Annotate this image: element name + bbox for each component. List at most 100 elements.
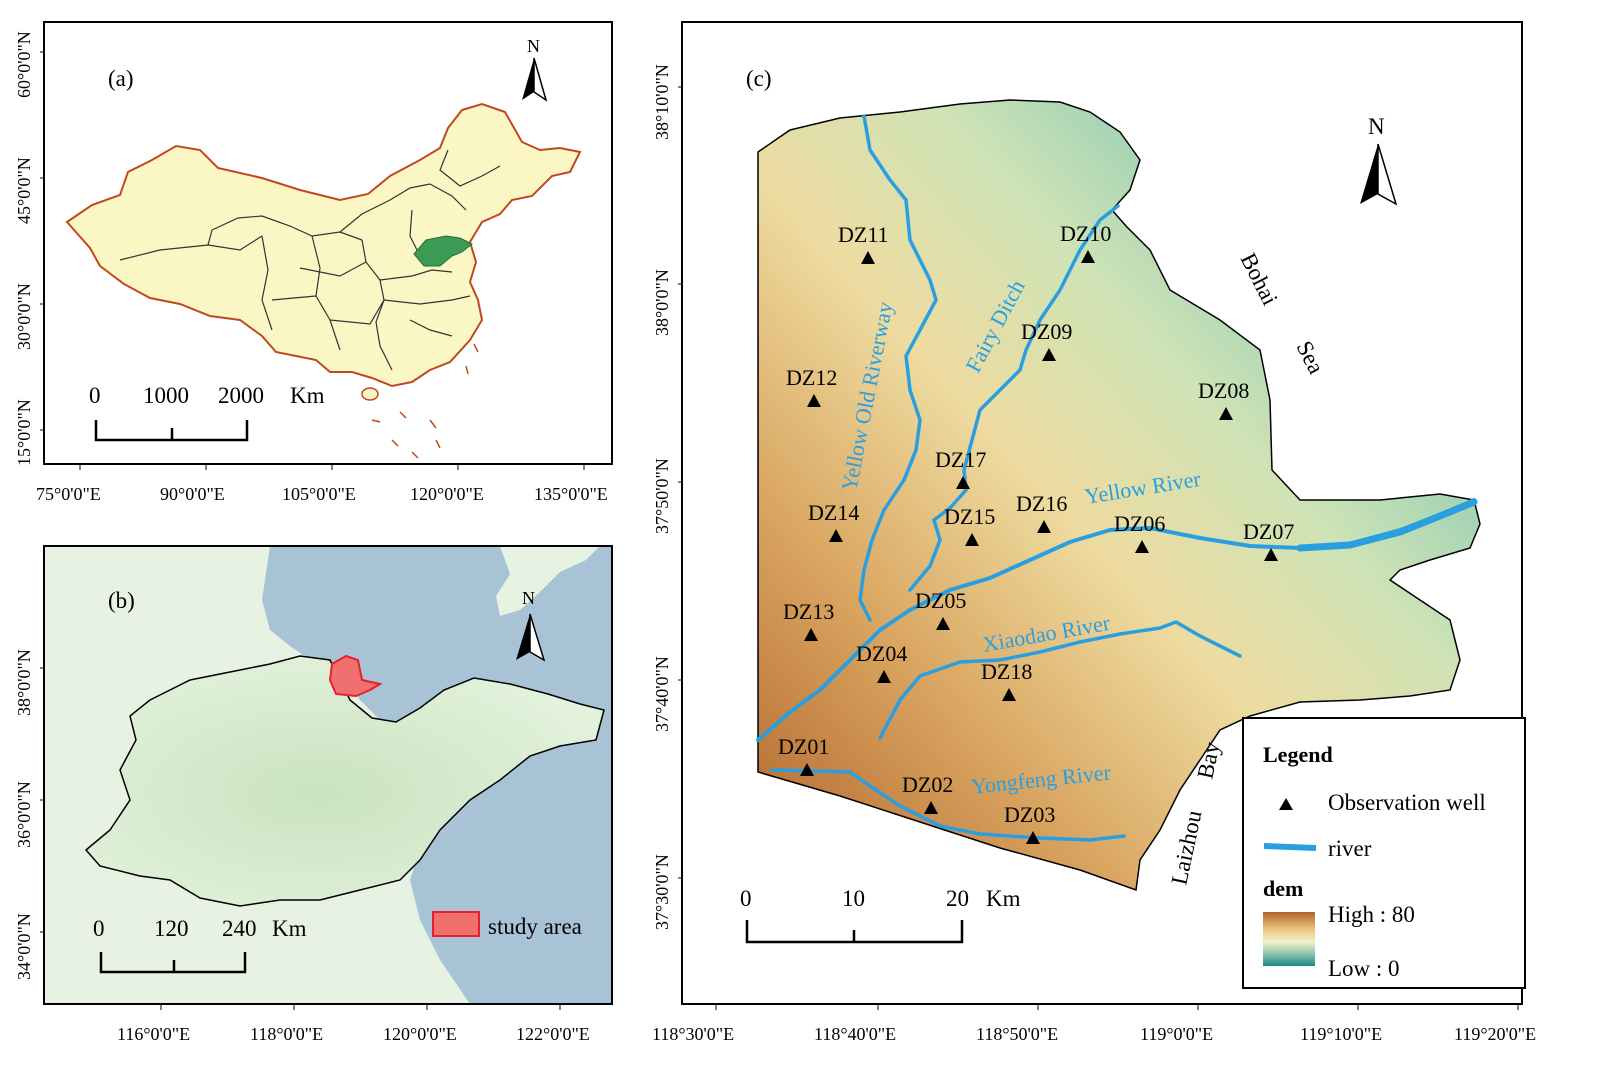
scale-b-0: 0 [93, 916, 105, 941]
well-label-dz11: DZ11 [838, 222, 889, 247]
lat-c-3: 37°40'0"N [652, 656, 672, 732]
panel-b-label: (b) [108, 588, 135, 613]
well-label-dz09: DZ09 [1021, 319, 1072, 344]
legend-dem-title: dem [1263, 876, 1303, 901]
north-arrow-a: N [522, 36, 548, 102]
china-outline [65, 102, 582, 388]
well-label-dz17: DZ17 [935, 447, 986, 472]
shandong-outline [84, 655, 605, 907]
yellow-river-mouth [1296, 498, 1478, 552]
panel-c-label: (c) [746, 66, 772, 91]
observation-wells: DZ01 DZ02 DZ03 DZ04 DZ05 DZ06 DZ07 DZ08 DZ09 DZ10… [778, 221, 1294, 844]
panel-b-frame [43, 545, 613, 1005]
well-marker-dz08 [1219, 407, 1233, 420]
study-area-dem [757, 99, 1481, 892]
north-label-b: N [522, 588, 535, 608]
lon-b-3: 122°0'0"E [516, 1024, 590, 1044]
well-label-dz04: DZ04 [856, 641, 907, 666]
lon-c-0: 118°30'0"E [652, 1024, 734, 1044]
well-label-dz14: DZ14 [808, 500, 859, 525]
rivers [756, 114, 1478, 842]
lon-c-1: 118°40'0"E [814, 1024, 896, 1044]
shandong-province [413, 235, 473, 267]
legend-river-symbol [1263, 843, 1317, 851]
well-marker-dz07 [1264, 548, 1278, 561]
well-label-dz12: DZ12 [786, 365, 837, 390]
well-marker-dz04 [877, 670, 891, 683]
lon-a-2: 105°0'0"E [282, 484, 356, 504]
study-area-legend-label: study area [488, 914, 582, 939]
well-label-dz01: DZ01 [778, 734, 829, 759]
panel-a: (a) [14, 21, 613, 504]
lat-a-3: 15°0'0"N [14, 399, 34, 466]
well-marker-dz11 [861, 251, 875, 264]
well-marker-dz10 [1081, 250, 1095, 263]
xiaodao-river-line [878, 620, 1242, 740]
legend-title: Legend [1263, 742, 1333, 767]
lon-a-0: 75°0'0"E [36, 484, 101, 504]
lat-b-2: 34°0'0"N [14, 913, 34, 980]
well-marker-dz05 [936, 617, 950, 630]
province-lines [119, 149, 501, 371]
north-arrow-b: N [516, 588, 546, 662]
well-label-dz07: DZ07 [1243, 519, 1294, 544]
scale-a-2: 2000 [218, 383, 264, 408]
lat-a-2: 30°0'0"N [14, 283, 34, 350]
well-marker-dz17 [956, 476, 970, 489]
lon-b-1: 118°0'0"E [250, 1024, 323, 1044]
panel-b: (b) N 0 120 240 Km study area 38°0'0"N 3… [14, 545, 613, 1044]
hainan-island [361, 387, 379, 401]
panel-a-label: (a) [108, 66, 134, 91]
peninsula-liaodong [496, 546, 600, 616]
lon-b-0: 116°0'0"E [117, 1024, 190, 1044]
well-marker-dz02 [924, 801, 938, 814]
lon-a-3: 120°0'0"E [410, 484, 484, 504]
well-label-dz13: DZ13 [783, 599, 834, 624]
well-label-dz03: DZ03 [1004, 802, 1055, 827]
lon-a-1: 90°0'0"E [160, 484, 225, 504]
fairy-ditch-line [908, 204, 1120, 592]
lon-c-2: 118°50'0"E [976, 1024, 1058, 1044]
well-marker-dz15 [965, 533, 979, 546]
north-arrow-c: N [1360, 114, 1398, 206]
scale-bar-b: 0 120 240 Km [93, 916, 307, 974]
north-label-c: N [1368, 114, 1385, 139]
lat-c-1: 38°0'0"N [652, 269, 672, 336]
legend-c: Legend Observation well river dem High :… [1242, 717, 1526, 989]
scale-c-0: 0 [740, 886, 752, 911]
well-label-dz15: DZ15 [944, 504, 995, 529]
legend-dem-ramp [1263, 912, 1315, 966]
scale-a-3: Km [290, 383, 325, 408]
south-sea-islands [371, 343, 479, 459]
lon-c-5: 119°20'0"E [1454, 1024, 1536, 1044]
yongfeng-river-line [770, 768, 1126, 842]
lat-a-1: 45°0'0"N [14, 157, 34, 224]
yellow-old-riverway-line [858, 114, 938, 622]
study-area-b [328, 654, 383, 698]
legend-well-label: Observation well [1328, 790, 1486, 815]
well-marker-dz16 [1037, 520, 1051, 533]
scale-b-1: 120 [154, 916, 189, 941]
well-label-dz10: DZ10 [1060, 221, 1111, 246]
lon-c-3: 119°0'0"E [1140, 1024, 1213, 1044]
well-marker-dz18 [1002, 688, 1016, 701]
legend-river-label: river [1328, 836, 1372, 861]
well-marker-dz03 [1026, 831, 1040, 844]
scale-c-2: 20 [946, 886, 969, 911]
scale-a-0: 0 [89, 383, 101, 408]
scale-bar-c: 0 10 20 Km [740, 886, 1021, 944]
well-label-dz18: DZ18 [981, 659, 1032, 684]
lat-b-0: 38°0'0"N [14, 649, 34, 716]
well-marker-dz14 [829, 529, 843, 542]
well-marker-dz09 [1042, 348, 1056, 361]
well-label-dz16: DZ16 [1016, 491, 1067, 516]
scale-c-1: 10 [842, 886, 865, 911]
study-area-swatch [432, 911, 480, 937]
lat-c-4: 37°30'0"N [652, 854, 672, 930]
legend-dem-high: High : 80 [1328, 902, 1415, 927]
scale-c-3: Km [986, 886, 1021, 911]
legend-well-symbol [1279, 798, 1293, 810]
lon-b-2: 120°0'0"E [383, 1024, 457, 1044]
well-label-dz02: DZ02 [902, 772, 953, 797]
lat-c-0: 38°10'0"N [652, 64, 672, 140]
